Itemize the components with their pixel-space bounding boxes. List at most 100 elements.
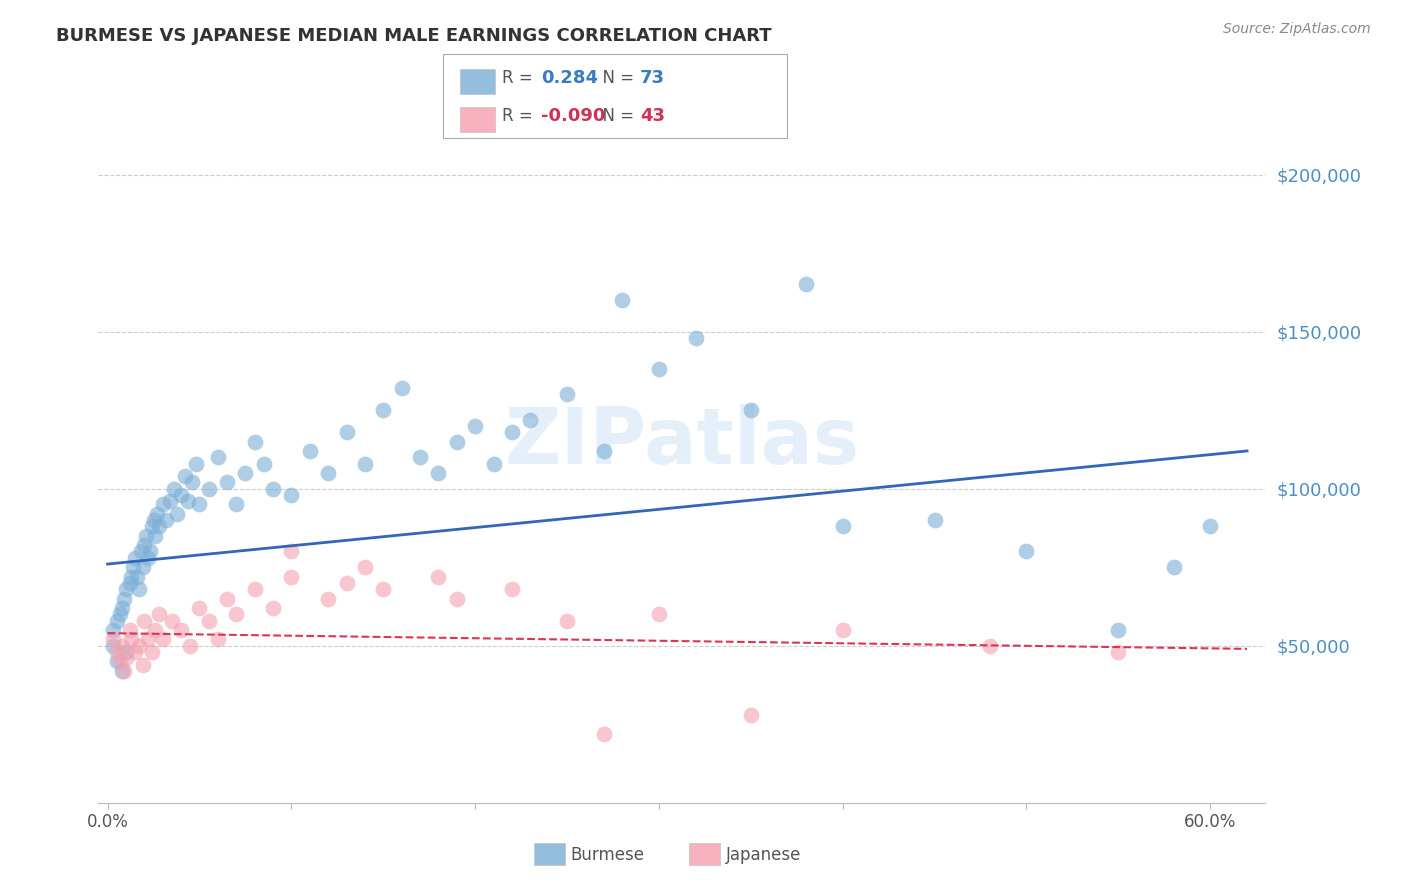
Point (118, 575, 141, 590)
Point (427, 569, 450, 583)
Point (124, 550, 146, 565)
Point (280, 544, 302, 558)
Point (197, 482, 219, 496)
Point (128, 639, 150, 653)
Point (101, 632, 124, 647)
Point (155, 513, 177, 527)
Point (446, 434, 468, 449)
Point (177, 494, 200, 508)
Point (111, 664, 134, 678)
Point (519, 412, 541, 426)
Point (160, 614, 183, 628)
Point (111, 639, 134, 653)
Point (166, 507, 188, 521)
Point (335, 425, 357, 439)
Point (145, 529, 167, 543)
Point (612, 293, 634, 308)
Point (235, 466, 257, 480)
Point (1163, 560, 1185, 574)
Point (979, 639, 1001, 653)
Text: 0.284: 0.284 (541, 69, 599, 87)
Text: N =: N = (592, 107, 640, 125)
Point (136, 550, 159, 565)
Point (354, 457, 377, 471)
Point (111, 601, 134, 615)
Point (179, 639, 201, 653)
Point (121, 632, 143, 647)
Point (173, 469, 195, 483)
Point (112, 664, 135, 678)
Point (831, 623, 853, 637)
Point (1199, 519, 1222, 533)
Text: Japanese: Japanese (725, 846, 801, 863)
Point (139, 544, 162, 558)
Text: ZIPatlas: ZIPatlas (505, 403, 859, 480)
Point (197, 614, 219, 628)
Point (482, 457, 505, 471)
Point (146, 507, 169, 521)
Point (128, 582, 150, 597)
Point (740, 403, 762, 417)
Point (134, 538, 156, 552)
Point (262, 482, 284, 496)
Text: -0.090: -0.090 (541, 107, 606, 125)
Point (391, 381, 413, 395)
Point (262, 601, 284, 615)
Point (225, 497, 247, 511)
Point (592, 444, 614, 458)
Point (170, 623, 193, 637)
Point (136, 632, 159, 647)
Point (225, 607, 247, 622)
Point (105, 645, 128, 659)
Text: N =: N = (592, 69, 640, 87)
Point (794, 277, 817, 292)
Text: R =: R = (502, 107, 538, 125)
Point (207, 632, 229, 647)
Point (354, 560, 377, 574)
Text: 43: 43 (640, 107, 665, 125)
Point (373, 403, 395, 417)
Point (446, 591, 468, 606)
Point (464, 418, 486, 433)
Point (243, 582, 266, 597)
Point (253, 457, 276, 471)
Point (280, 569, 302, 583)
Point (141, 645, 163, 659)
Point (373, 582, 395, 597)
Point (648, 607, 671, 622)
Point (501, 425, 523, 439)
Point (280, 488, 302, 502)
Point (184, 457, 207, 471)
Point (316, 466, 339, 480)
Point (409, 450, 432, 465)
Point (145, 623, 167, 637)
Point (188, 497, 211, 511)
Point (335, 575, 357, 590)
Point (129, 544, 152, 558)
Point (207, 450, 229, 465)
Point (148, 519, 170, 533)
Point (648, 362, 671, 376)
Point (215, 591, 238, 606)
Point (215, 475, 238, 490)
Point (316, 591, 339, 606)
Point (243, 434, 266, 449)
Text: R =: R = (502, 69, 538, 87)
Point (115, 582, 138, 597)
Point (152, 632, 174, 647)
Point (1107, 623, 1129, 637)
Point (152, 497, 174, 511)
Point (125, 569, 148, 583)
Point (105, 655, 128, 669)
Point (924, 513, 946, 527)
Point (592, 727, 614, 741)
Point (118, 623, 141, 637)
Point (115, 645, 138, 659)
Point (1107, 645, 1129, 659)
Point (298, 444, 321, 458)
Point (159, 494, 181, 508)
Point (831, 519, 853, 533)
Text: BURMESE VS JAPANESE MEDIAN MALE EARNINGS CORRELATION CHART: BURMESE VS JAPANESE MEDIAN MALE EARNINGS… (56, 27, 772, 45)
Point (110, 655, 132, 669)
Text: 73: 73 (640, 69, 665, 87)
